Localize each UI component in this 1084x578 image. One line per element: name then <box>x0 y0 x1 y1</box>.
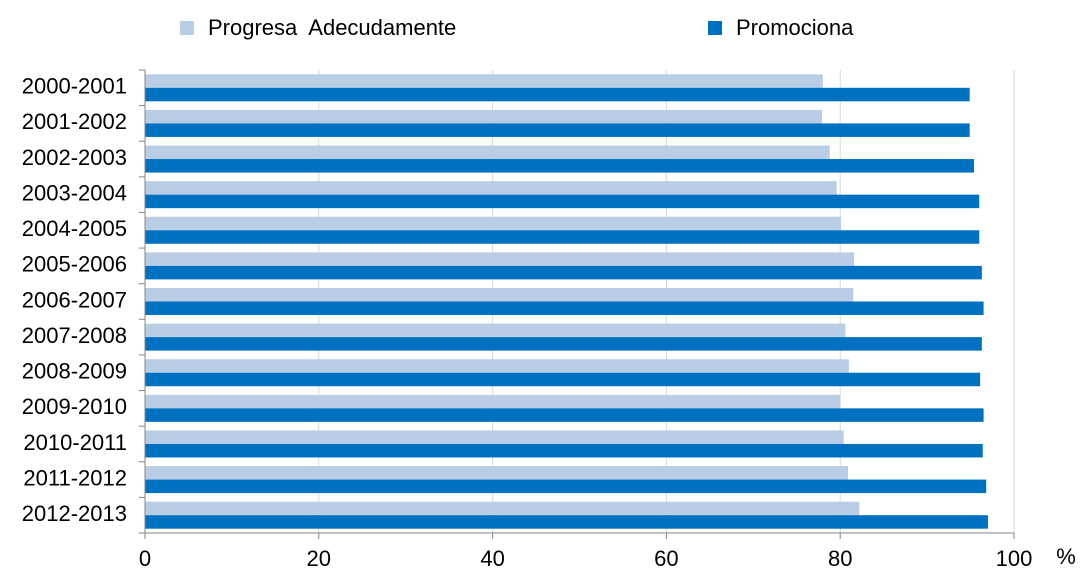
bar <box>145 159 975 173</box>
x-tick-label: 60 <box>654 546 678 571</box>
bar <box>145 394 841 409</box>
bar <box>145 479 987 494</box>
bar <box>145 408 984 422</box>
legend-swatch <box>180 21 194 35</box>
y-tick-label: 2000-2001 <box>22 74 127 99</box>
bar <box>145 216 842 231</box>
bar <box>145 337 982 351</box>
y-tick-label: 2004-2005 <box>22 216 127 241</box>
legend-label: Progresa Adecudamente <box>208 15 456 40</box>
bar <box>145 301 984 315</box>
bar <box>145 430 844 444</box>
y-tick-label: 2009-2010 <box>22 394 127 419</box>
y-tick-label: 2012-2013 <box>22 501 127 526</box>
y-tick-label: 2001-2002 <box>22 109 127 134</box>
y-tick-label: 2008-2009 <box>22 359 127 384</box>
bar <box>145 501 860 516</box>
x-tick-label: 40 <box>480 546 504 571</box>
bar <box>145 181 837 195</box>
y-tick-label: 2003-2004 <box>22 180 127 205</box>
y-tick-label: 2007-2008 <box>22 323 127 348</box>
bar <box>145 194 980 209</box>
bar <box>145 74 823 88</box>
bar <box>145 252 855 266</box>
bar <box>145 466 849 480</box>
x-tick-label: 80 <box>828 546 852 571</box>
bar <box>145 109 822 124</box>
x-tick-label: 100 <box>996 546 1033 571</box>
bar <box>145 230 980 244</box>
bar <box>145 372 981 387</box>
bar <box>145 265 982 280</box>
bar <box>145 145 830 160</box>
x-tick-label: 20 <box>307 546 331 571</box>
y-tick-label: 2010-2011 <box>23 430 127 455</box>
y-tick-label: 2011-2012 <box>23 465 127 490</box>
bar <box>145 515 988 529</box>
legend-label: Promociona <box>736 15 854 40</box>
y-tick-label: 2005-2006 <box>22 252 127 277</box>
x-axis-label: % <box>1056 544 1076 569</box>
bar <box>145 288 854 302</box>
bar <box>145 443 983 458</box>
bar <box>145 123 970 137</box>
y-tick-label: 2002-2003 <box>22 145 127 170</box>
legend-swatch <box>708 21 722 35</box>
x-tick-label: 0 <box>139 546 151 571</box>
bar <box>145 359 849 373</box>
bar <box>145 323 846 338</box>
bar <box>145 87 970 102</box>
y-tick-label: 2006-2007 <box>22 287 127 312</box>
